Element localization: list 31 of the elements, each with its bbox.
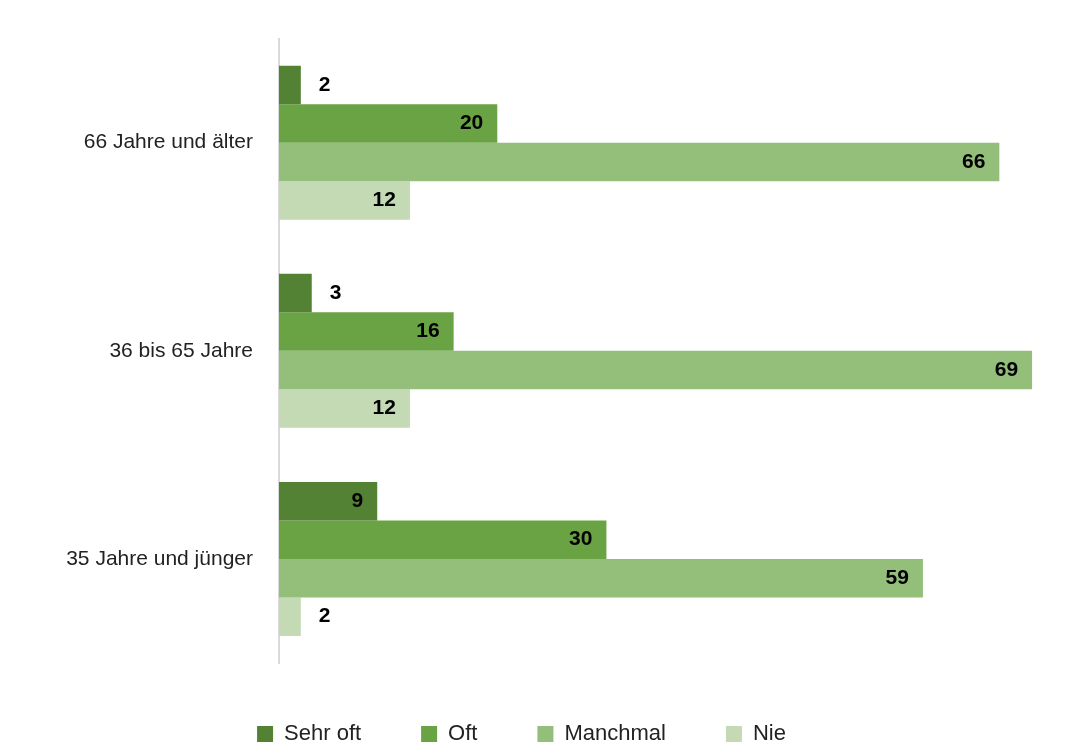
data-label: 3	[329, 279, 342, 303]
bar	[279, 104, 498, 143]
data-label: 2	[318, 71, 331, 95]
legend-label: Oft	[448, 720, 478, 746]
data-label: 30	[569, 526, 593, 550]
bar	[279, 520, 607, 559]
data-label: 59	[885, 564, 909, 588]
legend-label: Manchmal	[564, 720, 666, 746]
data-label: 2	[318, 603, 331, 627]
bar	[279, 558, 923, 598]
data-label: 9	[351, 487, 364, 511]
bar	[279, 350, 1033, 390]
bar	[279, 481, 378, 521]
bar	[279, 389, 410, 428]
legend-label: Sehr oft	[284, 720, 362, 746]
bar	[279, 65, 301, 105]
data-label: 12	[372, 395, 396, 419]
y-tick-label: 66 Jahre und älter	[83, 129, 253, 153]
bar	[279, 181, 410, 220]
data-label: 20	[459, 110, 484, 134]
bar	[279, 142, 1000, 182]
bar	[279, 597, 301, 636]
bar	[279, 273, 312, 313]
legend-label: Nie	[752, 720, 786, 746]
data-label: 12	[372, 187, 396, 211]
y-tick-label: 36 bis 65 Jahre	[109, 337, 253, 361]
y-tick-label: 35 Jahre und jünger	[66, 545, 253, 569]
data-label: 16	[416, 318, 440, 342]
data-label: 66	[961, 148, 986, 172]
data-label: 69	[994, 356, 1019, 380]
bar	[279, 312, 454, 351]
